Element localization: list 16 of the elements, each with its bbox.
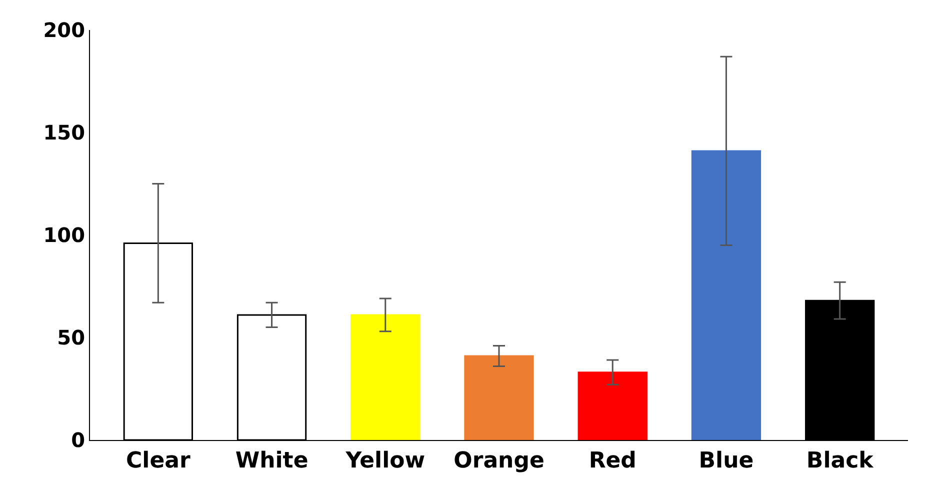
x-tick-label: Black (806, 448, 875, 474)
y-tick-label: 0 (71, 428, 85, 452)
y-tick-label: 150 (43, 120, 85, 144)
x-tick-label: Orange (454, 448, 544, 474)
bar (578, 372, 648, 440)
bar (691, 150, 762, 440)
x-tick-label: Clear (126, 448, 190, 474)
x-tick-label: Red (588, 448, 636, 474)
y-tick-label: 50 (57, 326, 85, 350)
x-tick-label: Blue (698, 448, 754, 474)
y-tick-label: 200 (43, 18, 85, 42)
bar (350, 314, 420, 440)
x-tick-label: White (235, 448, 308, 474)
y-tick-label: 100 (43, 223, 85, 247)
bar (464, 355, 534, 440)
x-tick-label: Yellow (344, 448, 426, 474)
